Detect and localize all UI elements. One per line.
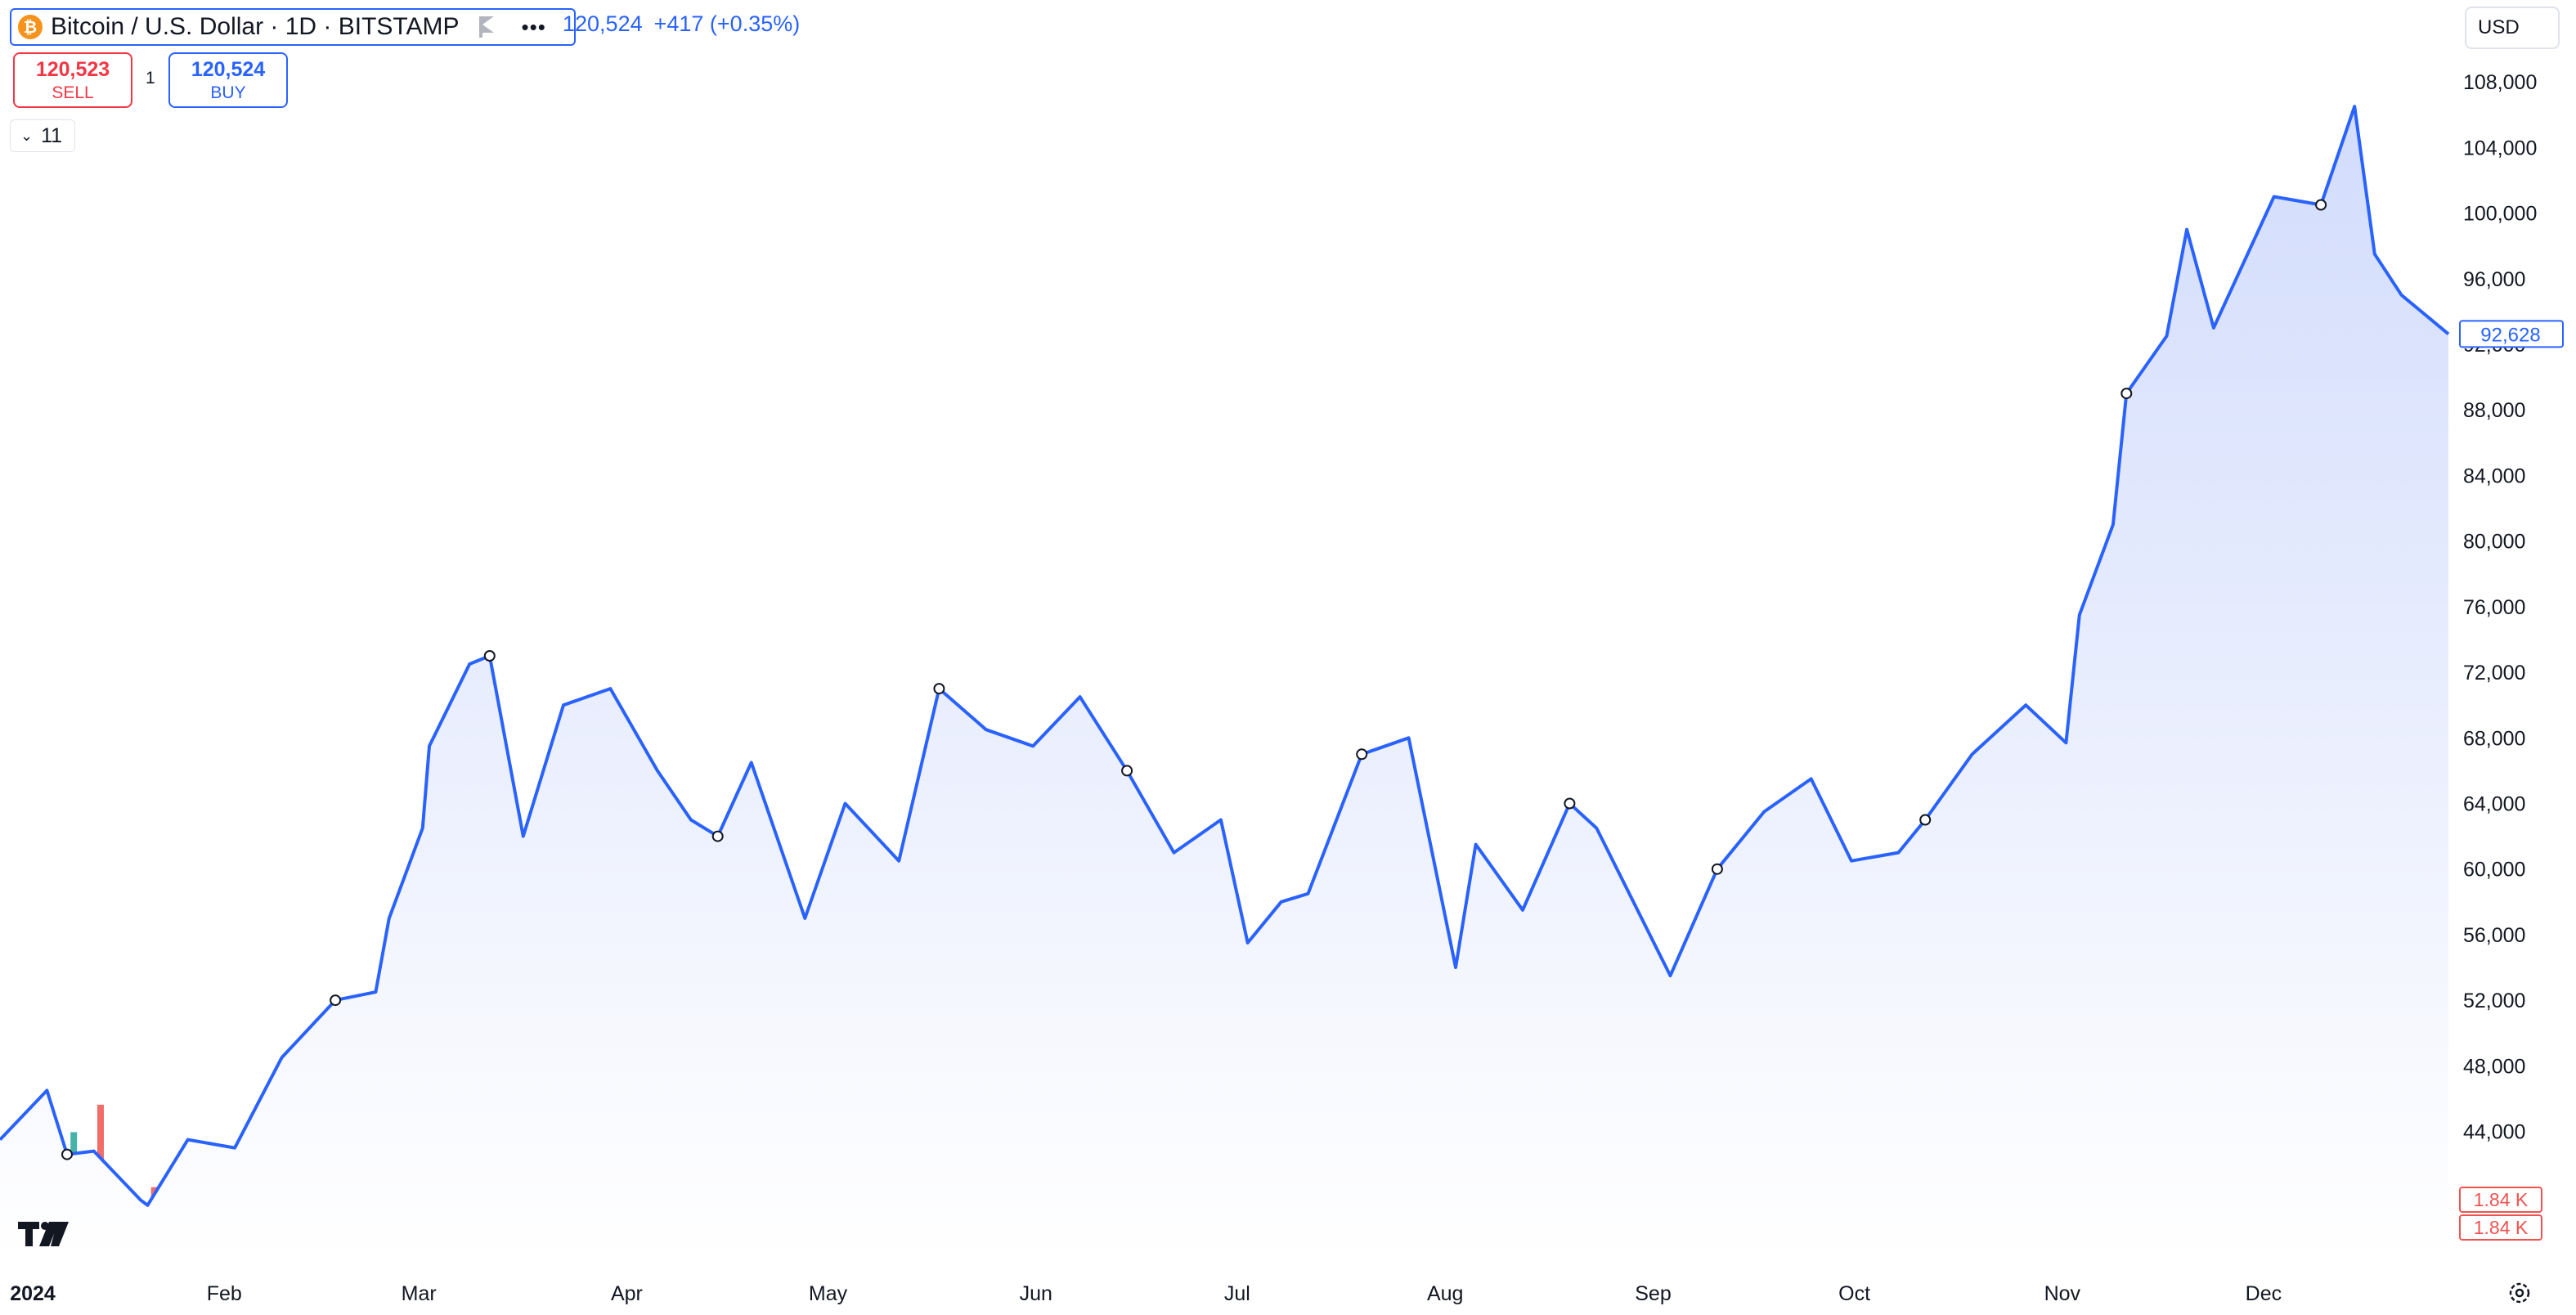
volume-label-1-badge <box>2459 1187 2542 1213</box>
change-value: +417 (+0.35%) <box>653 11 801 36</box>
indicators-toggle-button[interactable]: ⌄ 11 <box>10 119 75 152</box>
y-tick-label: 72,000 <box>2463 662 2525 684</box>
y-tick-label: 76,000 <box>2463 596 2525 619</box>
y-tick-label: 104,000 <box>2463 137 2537 159</box>
more-options-icon[interactable]: ••• <box>521 14 546 39</box>
x-tick-label: Jul <box>1224 1282 1250 1305</box>
y-tick-label: 64,000 <box>2463 793 2525 816</box>
gear-icon[interactable] <box>2507 1281 2532 1305</box>
flag-icon[interactable] <box>478 16 499 38</box>
indicators-count: 11 <box>41 123 63 147</box>
x-tick-label: Jun <box>1020 1282 1052 1305</box>
axis-price-labels: 92,628 1.84 K 1.84 K <box>2459 320 2564 1241</box>
event-markers <box>61 199 2327 1160</box>
volume-label-2: 1.84 K <box>2474 1217 2529 1238</box>
event-marker-10[interactable] <box>2120 388 2133 400</box>
buy-button[interactable]: 120,524 BUY <box>168 52 288 108</box>
event-marker-8[interactable] <box>1711 863 1723 875</box>
y-tick-label: 80,000 <box>2463 531 2525 554</box>
volume-label-1: 1.84 K <box>2474 1189 2529 1210</box>
event-marker-5[interactable] <box>1121 765 1133 777</box>
sell-label: SELL <box>52 83 94 102</box>
x-tick-label: Oct <box>1838 1282 1870 1305</box>
y-tick-label: 60,000 <box>2463 859 2525 882</box>
y-tick-label: 44,000 <box>2463 1121 2525 1144</box>
symbol-header[interactable]: ₿ Bitcoin / U.S. Dollar · 1D · BITSTAMP … <box>10 8 576 46</box>
y-tick-label: 96,000 <box>2463 268 2525 291</box>
y-tick-label: 84,000 <box>2463 465 2525 487</box>
event-marker-3[interactable] <box>711 830 724 842</box>
bitcoin-icon: ₿ <box>18 15 43 39</box>
symbol-title[interactable]: Bitcoin / U.S. Dollar · 1D · BITSTAMP <box>51 13 460 40</box>
event-marker-7[interactable] <box>1564 797 1576 810</box>
price-change: 120,524 +417 (+0.35%) <box>563 11 800 37</box>
buy-label: BUY <box>210 83 246 102</box>
x-tick-label: 2024 <box>10 1282 56 1305</box>
price-line <box>0 105 2450 1207</box>
currency-select[interactable]: USD <box>2465 7 2560 49</box>
y-tick-label: 108,000 <box>2463 71 2537 94</box>
last-price-badge <box>2459 320 2564 348</box>
event-marker-6[interactable] <box>1356 748 1368 761</box>
price-axis[interactable]: 40,00044,00048,00052,00056,00060,00064,0… <box>2463 71 2537 1210</box>
sell-button[interactable]: 120,523 SELL <box>13 52 132 108</box>
x-tick-label: Nov <box>2044 1282 2081 1305</box>
buy-price: 120,524 <box>191 57 266 81</box>
last-price: 120,524 <box>563 11 643 36</box>
x-tick-label: Feb <box>207 1282 242 1305</box>
y-tick-label: 48,000 <box>2463 1055 2525 1078</box>
y-tick-label: 56,000 <box>2463 924 2525 947</box>
y-tick-label: 100,000 <box>2463 203 2537 226</box>
time-axis[interactable]: 2024 Feb Mar Apr May Jun Jul Aug Sep Oct Nov Dec <box>10 1282 2282 1305</box>
x-tick-label: Apr <box>611 1282 643 1305</box>
event-marker-1[interactable] <box>330 994 342 1007</box>
event-marker-11[interactable] <box>2315 199 2327 211</box>
y-tick-label: 52,000 <box>2463 990 2525 1012</box>
x-tick-label: Mar <box>402 1282 437 1305</box>
x-tick-label: Dec <box>2246 1282 2282 1305</box>
chevron-down-icon: ⌄ <box>20 127 34 144</box>
spread-value: 1 <box>146 69 155 88</box>
x-tick-label: Aug <box>1427 1282 1463 1305</box>
last-price-label: 92,628 <box>2480 324 2540 346</box>
sell-price: 120,523 <box>35 57 110 81</box>
y-tick-label: 68,000 <box>2463 727 2525 750</box>
y-tick-label: 88,000 <box>2463 399 2525 422</box>
price-area-fill <box>0 106 2448 1263</box>
x-tick-label: May <box>809 1282 848 1305</box>
event-marker-4[interactable] <box>933 683 945 695</box>
x-tick-label: Sep <box>1635 1282 1671 1305</box>
event-marker-0[interactable] <box>61 1148 73 1160</box>
event-marker-2[interactable] <box>483 650 496 662</box>
tradingview-logo-icon[interactable] <box>18 1219 70 1250</box>
volume-label-2-badge <box>2459 1214 2542 1241</box>
currency-label: USD <box>2478 16 2520 38</box>
event-marker-9[interactable] <box>1919 814 1932 826</box>
